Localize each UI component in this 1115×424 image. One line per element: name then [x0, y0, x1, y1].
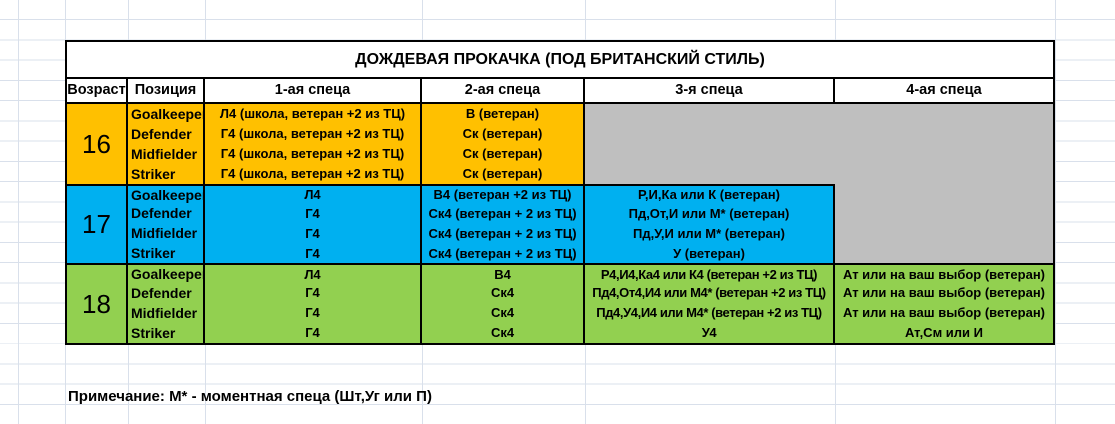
spec2-18-striker[interactable]: Ск4: [422, 322, 585, 343]
spec3-18-defender[interactable]: Пд4,От4,И4 или М4* (ветеран +2 из ТЦ): [585, 283, 835, 303]
spec4-18-goalkeeper[interactable]: Ат или на ваш выбор (ветеран): [835, 263, 1053, 284]
spec2-18-goalkeeper[interactable]: В4: [422, 263, 585, 284]
spec2-16-defender[interactable]: Ск (ветеран): [422, 123, 585, 144]
spec3-17-striker[interactable]: У (ветеран): [585, 243, 835, 264]
spec3-18-goalkeeper[interactable]: Р4,И4,Ка4 или К4 (ветеран +2 из ТЦ): [585, 263, 835, 284]
empty-17-spec4-cell[interactable]: [835, 183, 1053, 264]
spec2-18-defender[interactable]: Ск4: [422, 283, 585, 303]
spec2-17-goalkeeper[interactable]: В4 (ветеран +2 из ТЦ): [422, 183, 585, 204]
header-spec3[interactable]: 3-я спеца: [585, 79, 835, 104]
spec2-17-striker[interactable]: Ск4 (ветеран + 2 из ТЦ): [422, 243, 585, 264]
spec1-16-midfielder[interactable]: Г4 (школа, ветеран +2 из ТЦ): [205, 143, 422, 164]
table-title[interactable]: ДОЖДЕВАЯ ПРОКАЧКА (ПОД БРИТАНСКИЙ СТИЛЬ): [67, 42, 1053, 79]
header-spec4[interactable]: 4-ая спеца: [835, 79, 1053, 104]
spec1-17-midfielder[interactable]: Г4: [205, 223, 422, 244]
spec2-16-goalkeeper[interactable]: В (ветеран): [422, 104, 585, 124]
pos-17-defender[interactable]: Defender: [128, 203, 205, 224]
pos-16-defender[interactable]: Defender: [128, 123, 205, 144]
spec2-16-striker[interactable]: Ск (ветеран): [422, 163, 585, 184]
spec4-18-midfielder[interactable]: Ат или на ваш выбор (ветеран): [835, 302, 1053, 323]
pos-18-midfielder[interactable]: Midfielder: [128, 302, 205, 323]
spec4-18-striker[interactable]: Ат,См или И: [835, 322, 1053, 343]
empty-16-spec34-cell[interactable]: [585, 104, 1053, 184]
spec1-18-defender[interactable]: Г4: [205, 283, 422, 303]
pos-16-goalkeeper[interactable]: Goalkeeper: [128, 104, 207, 124]
grid-vertical-line: [1055, 0, 1056, 424]
age-16-cell[interactable]: 16: [67, 104, 128, 184]
age-17-cell[interactable]: 17: [67, 183, 128, 264]
pos-16-striker[interactable]: Striker: [128, 163, 205, 184]
spec1-16-striker[interactable]: Г4 (школа, ветеран +2 из ТЦ): [205, 163, 422, 184]
spec2-16-midfielder[interactable]: Ск (ветеран): [422, 143, 585, 164]
spec3-17-midfielder[interactable]: Пд,У,И или М* (ветеран): [585, 223, 835, 244]
pos-17-goalkeeper[interactable]: Goalkeeper: [128, 183, 207, 204]
spec1-16-goalkeeper[interactable]: Л4 (школа, ветеран +2 из ТЦ): [205, 104, 422, 124]
spec1-17-defender[interactable]: Г4: [205, 203, 422, 224]
spec1-18-midfielder[interactable]: Г4: [205, 302, 422, 323]
spec1-17-striker[interactable]: Г4: [205, 243, 422, 264]
spec2-17-defender[interactable]: Ск4 (ветеран + 2 из ТЦ): [422, 203, 585, 224]
spec1-17-goalkeeper[interactable]: Л4: [205, 183, 422, 204]
spec1-18-striker[interactable]: Г4: [205, 322, 422, 343]
spec2-17-midfielder[interactable]: Ск4 (ветеран + 2 из ТЦ): [422, 223, 585, 244]
pos-18-defender[interactable]: Defender: [128, 283, 205, 303]
spec1-18-goalkeeper[interactable]: Л4: [205, 263, 422, 284]
spec3-18-midfielder[interactable]: Пд4,У4,И4 или М4* (ветеран +2 из ТЦ): [585, 302, 835, 323]
spec1-16-defender[interactable]: Г4 (школа, ветеран +2 из ТЦ): [205, 123, 422, 144]
age-18-cell[interactable]: 18: [67, 263, 128, 343]
training-table: ДОЖДЕВАЯ ПРОКАЧКА (ПОД БРИТАНСКИЙ СТИЛЬ)…: [65, 40, 1055, 345]
footnote[interactable]: Примечание: М* - моментная спеца (Шт,Уг …: [68, 387, 432, 405]
pos-17-striker[interactable]: Striker: [128, 243, 205, 264]
header-position[interactable]: Позиция: [128, 79, 205, 104]
grid-vertical-line: [18, 0, 19, 424]
pos-16-midfielder[interactable]: Midfielder: [128, 143, 205, 164]
pos-18-striker[interactable]: Striker: [128, 322, 205, 343]
spec4-18-defender[interactable]: Ат или на ваш выбор (ветеран): [835, 283, 1053, 303]
spec2-18-midfielder[interactable]: Ск4: [422, 302, 585, 323]
header-spec1[interactable]: 1-ая спеца: [205, 79, 422, 104]
spec3-17-defender[interactable]: Пд,От,И или М* (ветеран): [585, 203, 835, 224]
spec3-17-goalkeeper[interactable]: Р,И,Ка или К (ветеран): [585, 183, 835, 204]
pos-17-midfielder[interactable]: Midfielder: [128, 223, 205, 244]
pos-18-goalkeeper[interactable]: Goalkeeper: [128, 263, 207, 284]
header-age[interactable]: Возраст: [67, 79, 128, 104]
header-spec2[interactable]: 2-ая спеца: [422, 79, 585, 104]
spec3-18-striker[interactable]: У4: [585, 322, 835, 343]
